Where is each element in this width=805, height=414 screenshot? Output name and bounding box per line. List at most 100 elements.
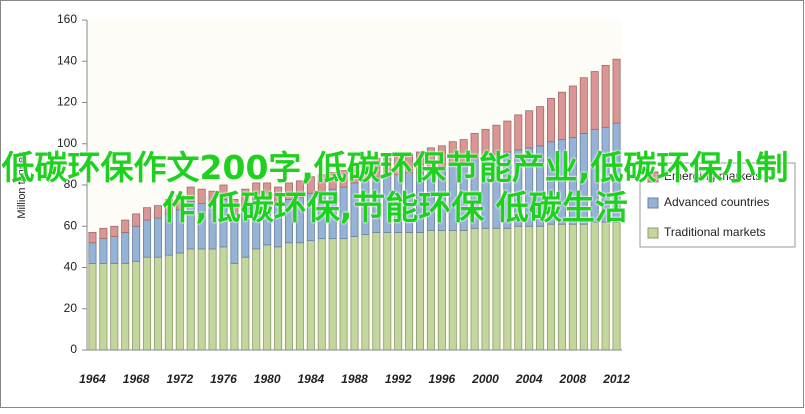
bar-segment (274, 203, 283, 248)
bar-segment (470, 227, 479, 351)
bar-segment (110, 225, 119, 237)
bar-segment (197, 188, 206, 204)
bar-segment (372, 176, 381, 233)
x-tick-label: 1996 (428, 372, 455, 386)
bar-segment (601, 126, 610, 223)
x-tick-label: 2008 (559, 372, 587, 386)
bar-segment (361, 180, 370, 235)
y-tick-label: 80 (64, 177, 78, 191)
legend-swatch (647, 197, 659, 209)
bar-segment (503, 151, 512, 229)
bar-segment (143, 207, 152, 221)
x-tick-label: 1964 (79, 372, 106, 386)
bar-segment (525, 225, 534, 351)
bar-segment (372, 232, 381, 351)
bar-segment (437, 229, 446, 351)
bar-segment (295, 180, 304, 198)
bar-segment (503, 120, 512, 153)
bar-segment (88, 232, 97, 244)
bar-segment (416, 172, 425, 233)
bar-segment (328, 188, 337, 240)
y-tick-label: 100 (57, 136, 77, 150)
bar-segment (110, 236, 119, 264)
bar-segment (547, 223, 556, 351)
bar-segment (547, 97, 556, 143)
bar-segment (88, 242, 97, 264)
bar-segment (219, 246, 228, 351)
bar-segment (274, 246, 283, 351)
bar-segment (175, 209, 184, 254)
bar-segment (132, 260, 141, 351)
y-tick-label: 160 (57, 12, 77, 26)
bar-segment (525, 110, 534, 149)
bar-segment (99, 238, 108, 264)
bar-segment (383, 157, 392, 178)
bar-segment (405, 153, 414, 174)
bar-segment (514, 225, 523, 351)
bar-segment (186, 201, 195, 250)
x-tick-label: 1988 (341, 372, 368, 386)
bar-segment (197, 248, 206, 351)
bar-segment (372, 157, 381, 178)
bar-segment (263, 199, 272, 246)
bar-segment (459, 139, 468, 163)
bar-segment (416, 232, 425, 351)
bar-segment (295, 242, 304, 351)
bar-segment (601, 221, 610, 351)
bar-segment (99, 262, 108, 351)
x-tick-label: 2004 (515, 372, 543, 386)
legend-swatch (647, 227, 659, 239)
bar-segment (208, 190, 217, 207)
bar-segment (241, 188, 250, 207)
bar-segment (437, 166, 446, 231)
bar-segment (394, 232, 403, 351)
y-tick-label: 140 (57, 53, 77, 67)
x-tick-label: 1992 (385, 372, 412, 386)
bar-segment (361, 234, 370, 351)
bar-segment (557, 91, 566, 141)
bar-segment (230, 213, 239, 264)
bar-segment (459, 229, 468, 351)
bar-segment (514, 114, 523, 151)
bar-segment (492, 227, 501, 351)
bar-segment (492, 153, 501, 229)
bar-segment (132, 213, 141, 227)
bar-segment (121, 219, 130, 233)
bar-segment (448, 163, 457, 231)
bar-segment (394, 174, 403, 233)
bar-segment (143, 256, 152, 351)
bar-segment (153, 256, 162, 351)
bar-segment (459, 161, 468, 231)
bar-segment (590, 71, 599, 130)
x-tick-label: 1972 (166, 372, 193, 386)
bar-segment (568, 223, 577, 351)
y-tick-label: 20 (64, 301, 78, 315)
bar-segment (164, 213, 173, 256)
bar-segment (579, 223, 588, 351)
bar-segment (405, 232, 414, 351)
bar-segment (579, 77, 588, 134)
bar-segment (492, 124, 501, 155)
bar-segment (536, 145, 545, 227)
bar-segment (317, 238, 326, 351)
bar-segment (99, 227, 108, 240)
bar-segment (252, 199, 261, 250)
bar-segment (448, 229, 457, 351)
x-tick-label: 1976 (210, 372, 237, 386)
bar-segment (470, 157, 479, 229)
bar-segment (557, 223, 566, 351)
y-tick-label: 40 (64, 260, 78, 274)
bar-segment (536, 225, 545, 351)
bar-segment (306, 176, 315, 194)
x-tick-label: 1968 (123, 372, 150, 386)
bar-segment (110, 262, 119, 351)
bar-segment (557, 139, 566, 225)
legend-swatch (647, 171, 659, 183)
bar-segment (132, 225, 141, 262)
bar-segment (143, 219, 152, 258)
bar-segment (350, 163, 359, 184)
bar-segment (536, 106, 545, 147)
bar-segment (612, 58, 621, 124)
bar-segment (405, 172, 414, 233)
bar-segment (252, 248, 261, 351)
